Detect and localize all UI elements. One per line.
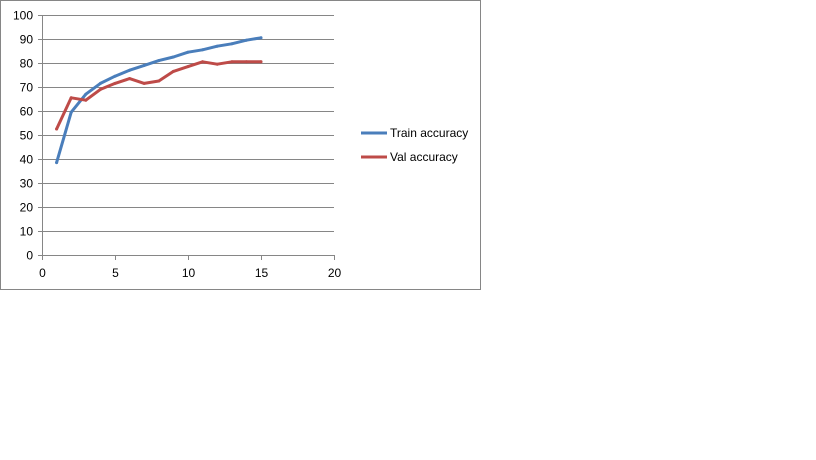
y-tick-label-40: 40 (20, 153, 34, 167)
y-tick-label-0: 0 (26, 249, 33, 263)
data-point-train-accuracy-2 (69, 110, 73, 114)
data-point-train-accuracy-9 (171, 55, 175, 59)
x-tick-label-0: 0 (39, 266, 46, 280)
data-point-val-accuracy-15 (259, 60, 263, 64)
x-tick-label-10: 10 (182, 266, 196, 280)
data-point-train-accuracy-8 (157, 59, 161, 63)
data-point-train-accuracy-14 (244, 38, 248, 42)
data-point-val-accuracy-12 (215, 62, 219, 66)
y-tick-label-20: 20 (20, 201, 34, 215)
data-point-val-accuracy-10 (186, 65, 190, 69)
series-line-val-accuracy (55, 60, 263, 131)
y-tick-label-80: 80 (20, 57, 34, 71)
data-point-val-accuracy-2 (69, 96, 73, 100)
chart-frame: 0 10 20 30 40 50 60 70 80 90 100 0 5 10 15 20 Train ac… (0, 0, 481, 290)
y-tick-label-70: 70 (20, 81, 34, 95)
y-tick-labels: 0 10 20 30 40 50 60 70 80 90 100 (13, 9, 33, 263)
y-tick-label-60: 60 (20, 105, 34, 119)
data-point-train-accuracy-13 (230, 42, 234, 46)
data-point-val-accuracy-6 (128, 77, 132, 81)
data-point-val-accuracy-1 (55, 127, 59, 131)
data-point-val-accuracy-8 (157, 79, 161, 83)
data-point-val-accuracy-7 (142, 81, 146, 85)
data-point-val-accuracy-11 (201, 60, 205, 64)
y-tick-label-90: 90 (20, 33, 34, 47)
data-point-val-accuracy-13 (230, 60, 234, 64)
data-point-val-accuracy-9 (171, 69, 175, 73)
data-point-train-accuracy-1 (55, 161, 59, 165)
legend-label-val-accuracy: Val accuracy (390, 150, 458, 164)
data-point-train-accuracy-12 (215, 44, 219, 48)
data-point-val-accuracy-14 (244, 60, 248, 64)
x-tick-label-5: 5 (112, 266, 119, 280)
y-tick-label-100: 100 (13, 9, 33, 23)
y-tick-label-30: 30 (20, 177, 34, 191)
data-point-train-accuracy-10 (186, 50, 190, 54)
data-point-train-accuracy-11 (201, 48, 205, 52)
data-point-train-accuracy-5 (113, 74, 117, 78)
data-point-val-accuracy-5 (113, 81, 117, 85)
data-point-train-accuracy-3 (84, 92, 88, 96)
y-tick-label-10: 10 (20, 225, 34, 239)
data-point-val-accuracy-3 (84, 98, 88, 102)
data-point-train-accuracy-4 (98, 81, 102, 85)
data-point-val-accuracy-4 (98, 87, 102, 91)
x-tick-label-20: 20 (328, 266, 342, 280)
axes (38, 15, 335, 260)
legend-label-train-accuracy: Train accuracy (390, 126, 468, 140)
x-tick-labels: 0 5 10 15 20 (39, 266, 341, 280)
data-point-train-accuracy-15 (259, 36, 263, 40)
series-lines (55, 36, 263, 165)
gridlines (42, 15, 334, 232)
data-point-train-accuracy-6 (128, 68, 132, 72)
x-tick-label-15: 15 (255, 266, 269, 280)
data-point-train-accuracy-7 (142, 63, 146, 67)
line-chart: 0 10 20 30 40 50 60 70 80 90 100 0 5 10 15 20 Train ac… (13, 9, 468, 281)
legend: Train accuracy Val accuracy (361, 126, 468, 164)
y-tick-label-50: 50 (20, 129, 34, 143)
